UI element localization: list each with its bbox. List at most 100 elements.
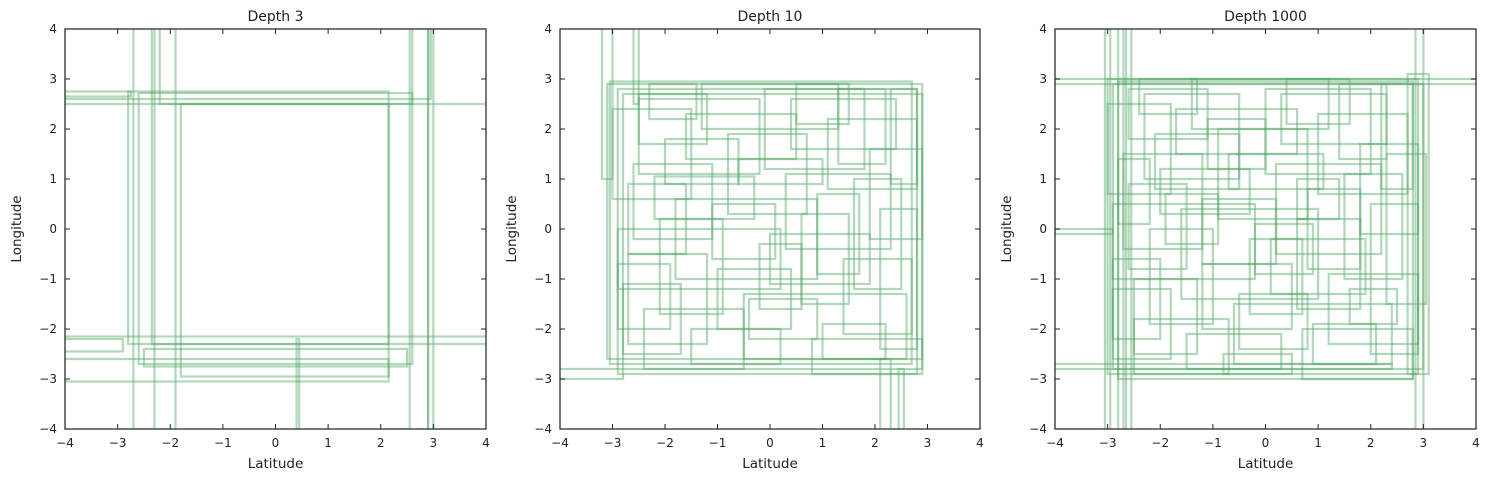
data-box: [616, 227, 782, 291]
x-tick-label: −4: [551, 436, 569, 450]
x-tick-label: −4: [56, 436, 74, 450]
data-box: [726, 132, 808, 216]
x-tick-label: 4: [976, 436, 984, 450]
data-box: [616, 87, 919, 376]
x-tick-label: −2: [656, 436, 674, 450]
data-box: [1406, 72, 1430, 376]
data-box: [1180, 207, 1320, 301]
x-tick-label: −4: [1046, 436, 1064, 450]
data-box: [637, 92, 709, 146]
y-axis-label: Longitude: [9, 195, 25, 262]
data-box: [1317, 112, 1409, 196]
y-tick-label: 1: [49, 172, 57, 186]
data-box: [600, 29, 614, 181]
data-box: [763, 87, 866, 171]
data-box: [816, 192, 861, 276]
y-tick-label: 4: [1039, 22, 1047, 36]
data-box: [632, 162, 714, 241]
data-box: [1206, 117, 1267, 171]
data-box: [648, 82, 698, 121]
x-tick-label: 4: [482, 436, 490, 450]
data-box: [179, 102, 390, 378]
data-box: [1269, 237, 1367, 296]
data-box: [65, 90, 132, 98]
y-tick-label: 4: [544, 22, 552, 36]
chart-panel-1: −4 −3 −2 −1 0 1 2 3 4 −4 −3 −2 −1 0 1 2 3 4 Depth 3 Latitud…: [9, 9, 490, 472]
data-box: [1111, 257, 1162, 341]
y-tick-label: −1: [534, 272, 552, 286]
x-tick-label: −3: [109, 436, 127, 450]
y-tick-label: −3: [39, 372, 57, 386]
data-box: [1117, 29, 1125, 429]
data-box: [1055, 227, 1114, 236]
y-tick-label: 4: [49, 22, 57, 36]
data-box: [142, 347, 409, 368]
x-tick-label: 0: [1262, 436, 1270, 450]
data-box: [65, 102, 486, 338]
data-box: [1327, 272, 1420, 346]
chart-title: Depth 1000: [1224, 9, 1307, 25]
data-box: [879, 357, 892, 429]
data-box: [1253, 222, 1314, 276]
data-box: [1359, 142, 1420, 236]
data-box: [1055, 77, 1476, 86]
x-tick-label: 0: [272, 436, 280, 450]
series-boxes: [1055, 29, 1476, 429]
data-box: [127, 90, 390, 346]
data-box: [132, 29, 430, 429]
data-box: [897, 367, 905, 429]
data-box: [868, 147, 924, 241]
data-box: [1138, 77, 1199, 116]
data-box: [674, 197, 819, 281]
x-axis-label: Latitude: [248, 456, 304, 472]
data-box: [1414, 29, 1425, 429]
data-box: [837, 87, 887, 166]
data-box: [1111, 202, 1257, 281]
data-box: [852, 177, 903, 291]
data-box: [1217, 127, 1309, 221]
data-box: [742, 292, 908, 361]
data-box: [1132, 317, 1230, 376]
data-box: [1132, 277, 1199, 356]
data-box: [800, 212, 850, 306]
data-box: [1127, 182, 1188, 271]
y-tick-label: −1: [1029, 272, 1047, 286]
data-box: [653, 175, 756, 221]
data-box: [65, 357, 390, 383]
chart-panel-3: −4 −3 −2 −1 0 1 2 3 4 −4 −3 −2 −1 0 1 2 3 4 Depth 1000 Lati…: [999, 9, 1480, 472]
data-box: [716, 267, 793, 331]
data-box: [1227, 152, 1325, 191]
data-box: [826, 117, 919, 191]
data-box: [1153, 132, 1241, 191]
x-axis-label: Latitude: [1238, 456, 1294, 472]
series-boxes: [65, 29, 486, 429]
data-box: [1248, 237, 1304, 316]
data-box: [408, 29, 411, 429]
data-box: [608, 80, 913, 366]
data-box: [606, 82, 924, 361]
chart-title: Depth 10: [738, 9, 803, 25]
data-box: [1111, 82, 1425, 371]
x-tick-label: −1: [1204, 436, 1222, 450]
data-box: [65, 337, 124, 353]
data-box: [758, 242, 803, 311]
data-box: [621, 282, 682, 356]
x-tick-label: 3: [924, 436, 932, 450]
data-box: [1190, 77, 1330, 131]
data-box: [627, 182, 688, 256]
x-tick-label: 2: [1367, 436, 1375, 450]
data-box: [611, 107, 693, 201]
data-box: [1380, 82, 1414, 191]
data-box: [65, 29, 432, 101]
data-box: [1385, 152, 1428, 306]
x-tick-label: 1: [819, 436, 827, 450]
data-box: [1106, 77, 1420, 376]
data-box: [768, 232, 871, 286]
data-box: [1159, 167, 1251, 216]
data-box: [1343, 172, 1404, 281]
y-axis-label: Longitude: [504, 195, 520, 262]
y-tick-label: 0: [1039, 222, 1047, 236]
data-box: [747, 297, 819, 341]
data-box: [711, 202, 777, 261]
data-box: [1264, 87, 1372, 176]
